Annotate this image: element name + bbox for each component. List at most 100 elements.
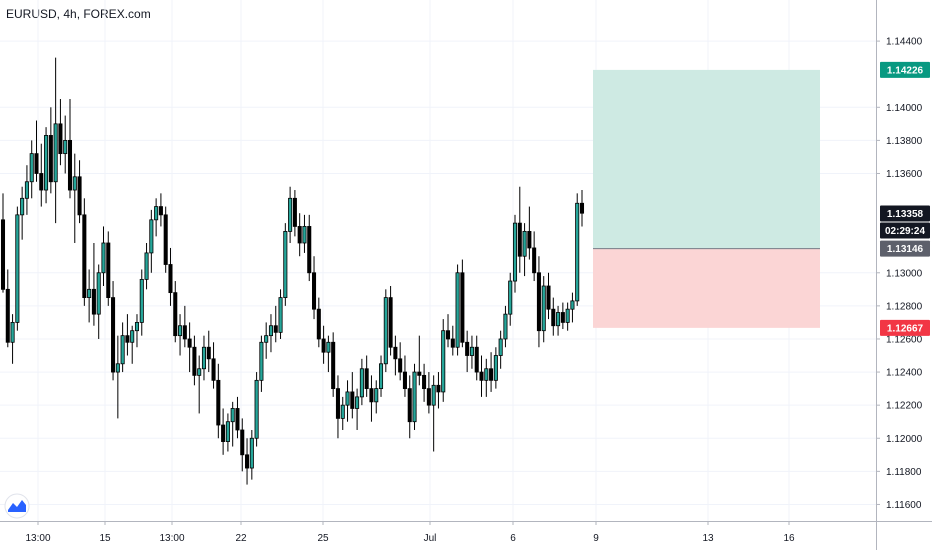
price-tag-bg bbox=[880, 240, 930, 257]
candle-body bbox=[441, 330, 446, 393]
candle bbox=[426, 372, 431, 414]
x-tick-label: 25 bbox=[317, 533, 329, 544]
candle-body bbox=[359, 368, 364, 398]
candle bbox=[307, 214, 312, 282]
candle bbox=[541, 276, 546, 343]
candle-body bbox=[297, 226, 302, 244]
candle bbox=[412, 363, 417, 430]
candle-body bbox=[44, 135, 49, 191]
candle-body bbox=[144, 252, 149, 280]
candle bbox=[460, 259, 465, 348]
candle bbox=[350, 372, 355, 419]
candle bbox=[570, 292, 575, 323]
candle-body bbox=[326, 341, 331, 353]
x-tick-label: 9 bbox=[593, 533, 599, 544]
candle-body bbox=[407, 388, 412, 423]
candle bbox=[67, 99, 73, 199]
candle bbox=[556, 305, 561, 336]
candle-body bbox=[206, 346, 211, 360]
candle bbox=[484, 358, 489, 397]
candle bbox=[378, 355, 384, 397]
candle bbox=[355, 388, 360, 430]
tradingview-logo-icon bbox=[8, 500, 26, 512]
candle bbox=[192, 335, 197, 386]
candle bbox=[575, 193, 580, 306]
candle bbox=[134, 314, 140, 348]
candle-body bbox=[254, 379, 259, 439]
candle bbox=[331, 332, 336, 397]
candle-body bbox=[378, 363, 384, 390]
candle bbox=[455, 264, 460, 356]
candle-body bbox=[340, 404, 345, 419]
candle-body bbox=[335, 388, 340, 419]
candle bbox=[551, 297, 556, 336]
candle-body bbox=[570, 300, 575, 310]
candle-body bbox=[316, 308, 321, 340]
candle bbox=[44, 127, 49, 204]
candle bbox=[469, 335, 474, 369]
candle bbox=[48, 107, 53, 194]
position-zones[interactable] bbox=[593, 69, 820, 328]
candle-body bbox=[149, 219, 154, 254]
candle-body bbox=[498, 338, 503, 356]
candle bbox=[240, 418, 245, 472]
candle bbox=[359, 358, 364, 406]
x-tick-label: 16 bbox=[783, 533, 795, 544]
candle-body bbox=[235, 408, 240, 431]
candle-body bbox=[240, 429, 245, 456]
candle-body bbox=[556, 312, 561, 327]
candle-body bbox=[536, 272, 541, 332]
candle-body bbox=[503, 313, 508, 340]
candles bbox=[0, 57, 585, 485]
candle-body bbox=[259, 341, 264, 381]
tradingview-logo[interactable] bbox=[4, 493, 30, 519]
candle-body bbox=[211, 358, 216, 381]
candle-body bbox=[130, 330, 135, 343]
candle bbox=[302, 214, 307, 253]
x-tick-label: 22 bbox=[235, 533, 247, 544]
price-tag-last-price: 1.13358 bbox=[880, 205, 930, 222]
candle-body bbox=[139, 278, 144, 323]
profit-zone[interactable] bbox=[593, 69, 820, 249]
symbol-title: EURUSD, 4h, FOREX.com bbox=[6, 7, 151, 21]
x-tick-label: 13 bbox=[702, 533, 714, 544]
candle-body bbox=[402, 371, 407, 390]
candle bbox=[288, 186, 293, 243]
y-tick-label: 1.11600 bbox=[886, 500, 922, 511]
candle-body bbox=[484, 368, 489, 381]
candle-body bbox=[292, 197, 297, 227]
candle bbox=[316, 297, 321, 348]
candle bbox=[163, 206, 168, 273]
candle-body bbox=[565, 308, 570, 323]
y-tick-label: 1.14400 bbox=[886, 37, 923, 48]
candle bbox=[493, 347, 498, 389]
candle-body bbox=[350, 391, 355, 409]
price-tag-bg bbox=[880, 205, 930, 222]
candle-body bbox=[197, 368, 202, 376]
candle bbox=[479, 355, 484, 397]
candle bbox=[221, 408, 226, 455]
candle-body bbox=[115, 363, 120, 373]
candle bbox=[254, 372, 259, 447]
candle-body bbox=[15, 214, 20, 323]
candle bbox=[340, 396, 345, 430]
candle-body bbox=[489, 368, 494, 381]
candle-body bbox=[82, 214, 87, 298]
candle bbox=[278, 289, 283, 339]
candle bbox=[565, 302, 570, 331]
candle bbox=[245, 438, 250, 485]
candle-body bbox=[221, 424, 226, 442]
candle-body bbox=[0, 219, 6, 290]
candle-body bbox=[455, 272, 460, 348]
candle-body bbox=[87, 288, 92, 298]
candle bbox=[326, 335, 331, 373]
y-tick-label: 1.13600 bbox=[886, 169, 923, 180]
candle-body bbox=[29, 153, 34, 183]
candle-body bbox=[374, 388, 379, 403]
candle bbox=[579, 190, 585, 227]
candle bbox=[508, 272, 513, 326]
loss-zone[interactable] bbox=[593, 248, 820, 328]
candle bbox=[125, 314, 130, 356]
candle-body bbox=[120, 335, 125, 365]
